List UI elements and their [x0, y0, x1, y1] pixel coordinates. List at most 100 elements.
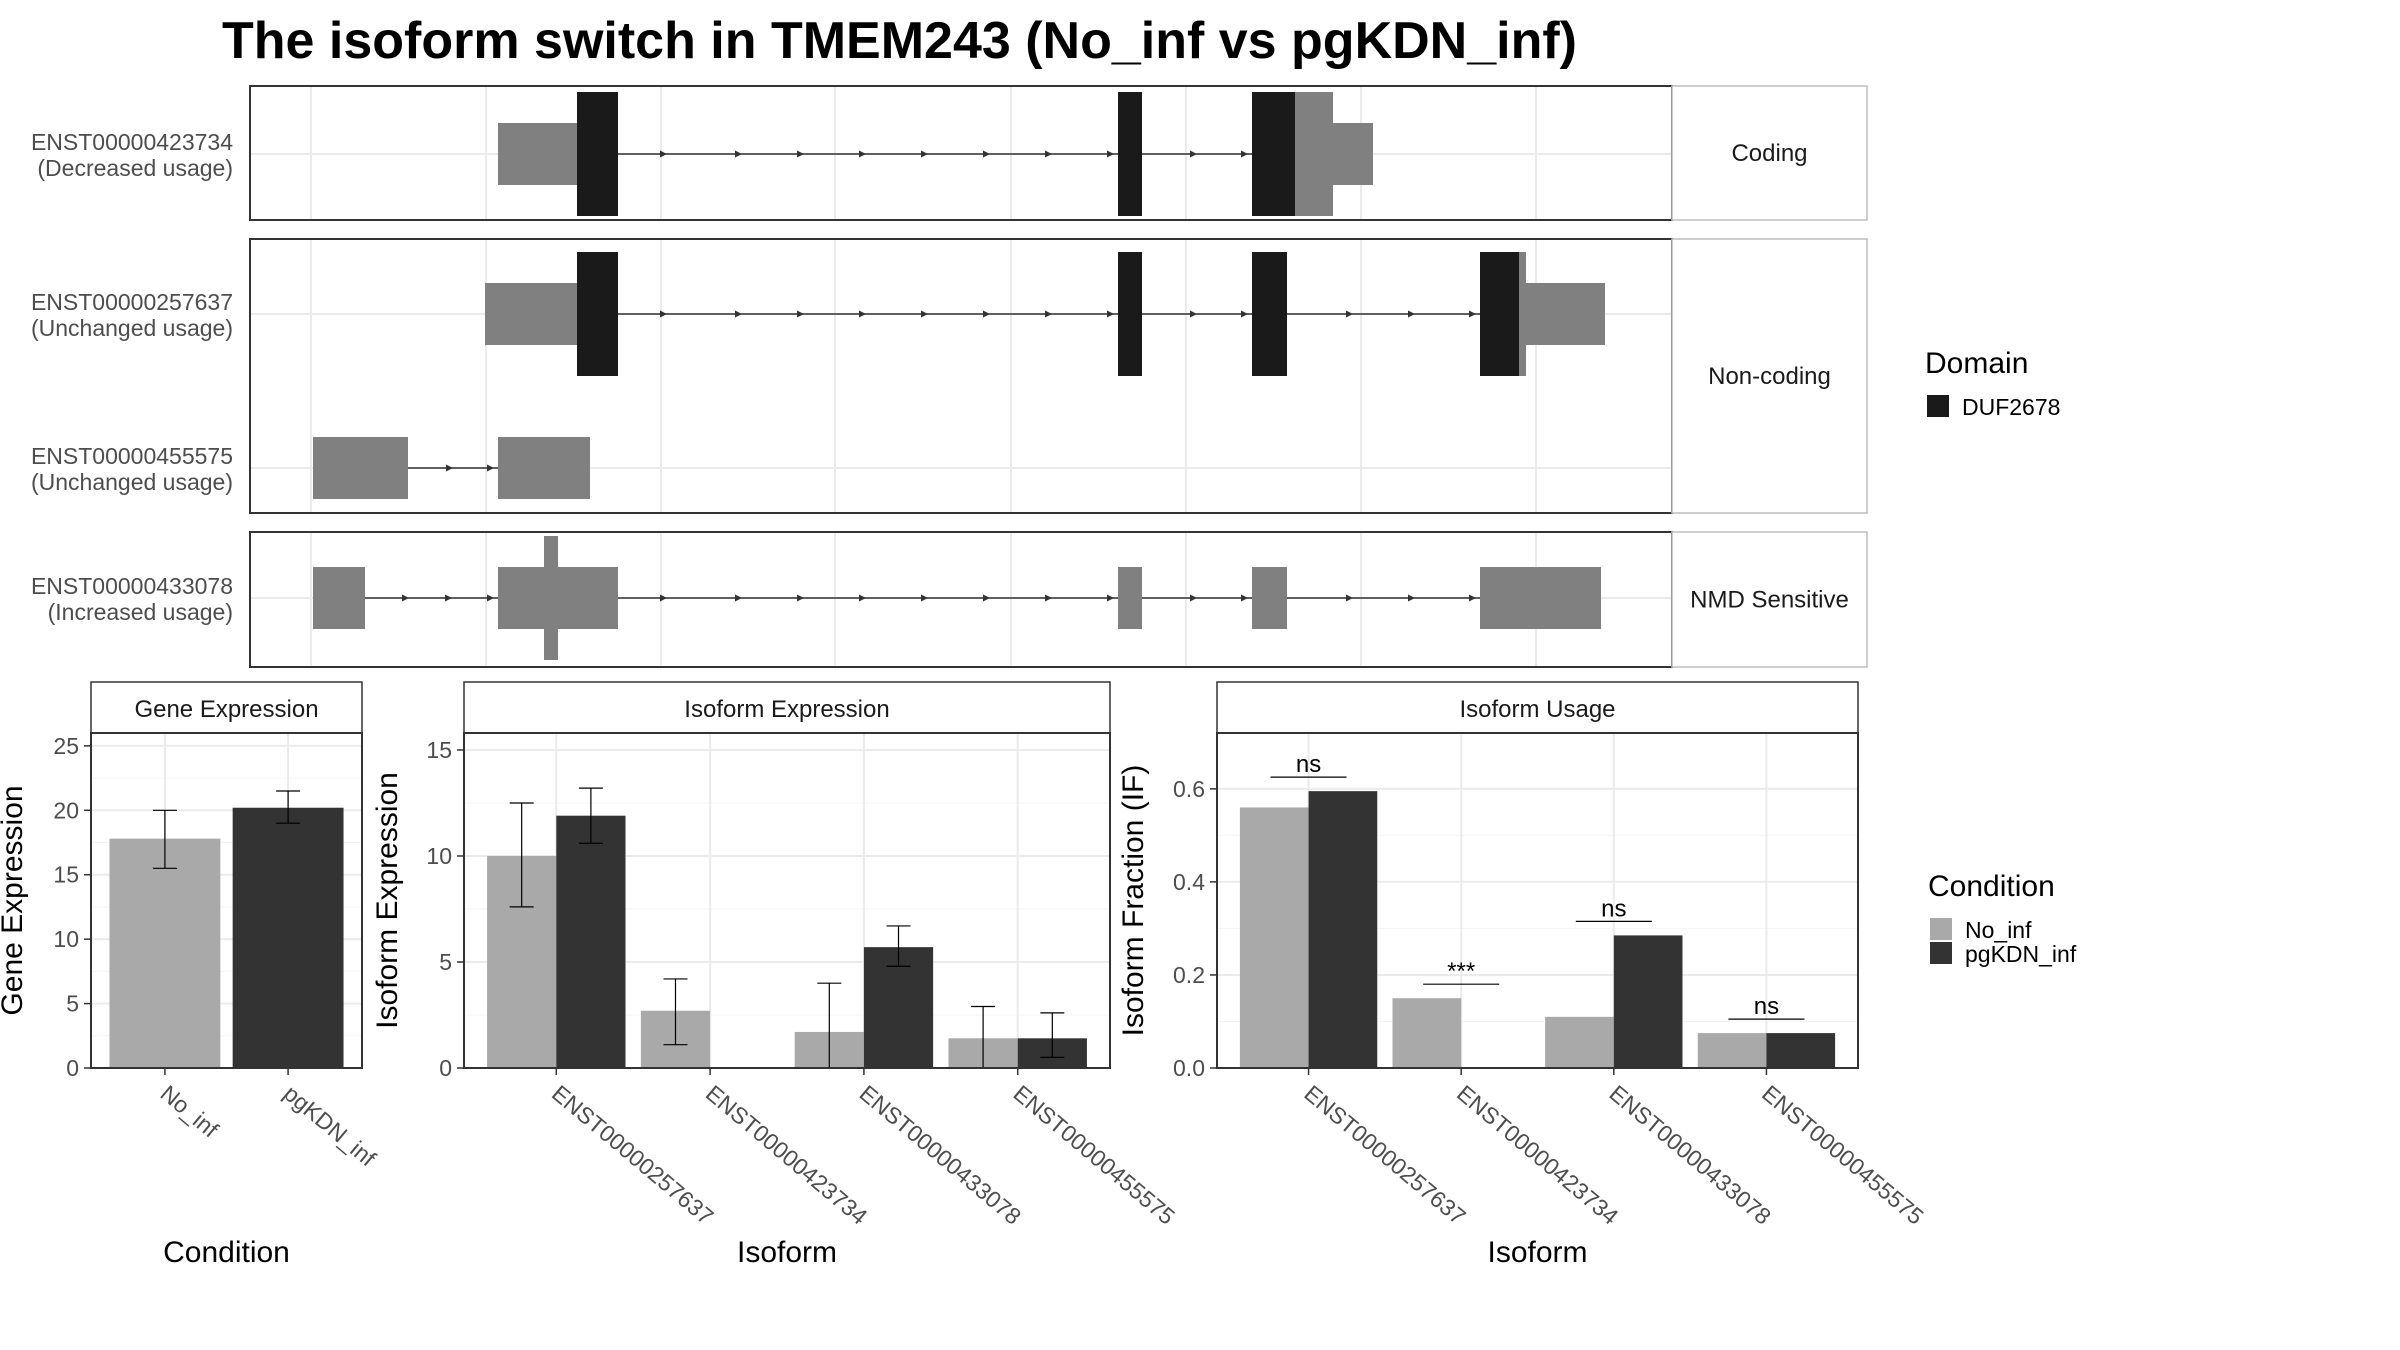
exon: [1295, 92, 1333, 216]
y-tick-label: 0.0: [1173, 1055, 1205, 1081]
exon: [1333, 123, 1373, 185]
facet-strip-label: NMD Sensitive: [1690, 587, 1849, 614]
intron-arrow: [1408, 310, 1415, 318]
exon: [1480, 567, 1601, 629]
y-tick-label: 5: [66, 991, 79, 1017]
expression-charts: Gene Expression 0 5 10 15 20 25 No_inf pgKDN_inf…: [0, 681, 1929, 1269]
exon: [498, 437, 590, 499]
bar-no-inf: [1697, 1033, 1767, 1068]
domain-exon: [577, 92, 618, 216]
intron-arrow: [921, 594, 928, 602]
exon: [313, 437, 408, 499]
intron-arrow: [445, 594, 452, 602]
intron-arrow: [983, 594, 990, 602]
exon: [1519, 252, 1526, 376]
y-tick-label: 20: [53, 797, 79, 823]
y-tick-label: 10: [53, 926, 79, 952]
facet-strip-label: Non-coding: [1708, 363, 1831, 390]
legend-label-no-inf: No_inf: [1965, 917, 2032, 943]
intron-arrow: [1408, 594, 1415, 602]
domain-legend-key: [1927, 395, 1949, 417]
chart-panel-border: [463, 732, 1111, 1069]
facet-strip: [1671, 85, 1868, 221]
intron-arrow: [735, 594, 742, 602]
y-tick-label: 0.6: [1173, 776, 1205, 802]
significance-label: ns: [1601, 895, 1626, 922]
y-axis-title: Gene Expression: [0, 785, 29, 1015]
condition-legend-title: Condition: [1928, 870, 2055, 903]
bar-pgkdn-inf: [1308, 791, 1378, 1068]
transcript-id-label: ENST00000433078: [31, 573, 233, 599]
x-tick-label: ENST00000423734: [701, 1080, 873, 1230]
isoform-structure-plot: ENST00000423734(Decreased usage) Coding EN…: [31, 85, 1868, 668]
domain-exon: [1252, 92, 1295, 216]
x-tick-label: pgKDN_inf: [279, 1080, 381, 1172]
intron-arrow: [1190, 310, 1197, 318]
intron-arrow: [859, 310, 866, 318]
chart-strip-label: Gene Expression: [134, 696, 318, 723]
intron-arrow: [487, 594, 494, 602]
exon: [1526, 283, 1605, 345]
intron-arrow: [1107, 150, 1114, 158]
bar-pgkdn-inf: [1613, 935, 1683, 1068]
intron-arrow: [859, 594, 866, 602]
y-tick-label: 15: [53, 862, 79, 888]
intron-arrow: [487, 464, 494, 472]
transcript-usage-label: (Unchanged usage): [31, 469, 233, 495]
transcript-usage-label: (Decreased usage): [37, 155, 233, 181]
domain-exon: [1118, 92, 1142, 216]
intron-arrow: [446, 464, 453, 472]
intron-arrow: [983, 150, 990, 158]
intron-arrow: [1045, 594, 1052, 602]
intron-arrow: [921, 150, 928, 158]
domain-legend-label: DUF2678: [1962, 394, 2060, 420]
intron-arrow: [402, 594, 409, 602]
condition-legend: Condition No_inf pgKDN_inf: [1928, 870, 2077, 967]
intron-arrow: [1469, 310, 1476, 318]
y-axis-title: Isoform Fraction (IF): [1117, 765, 1150, 1037]
facet-strip: [1671, 531, 1868, 668]
intron-arrow: [1241, 310, 1248, 318]
intron-arrow: [660, 150, 667, 158]
figure-title: The isoform switch in TMEM243 (No_inf vs…: [222, 12, 1577, 70]
intron-arrow: [660, 594, 667, 602]
chart-2: Isoform Usage ns *** ns ns 0.0 0.2 0.4 0.6 ENST00…: [1117, 681, 1929, 1269]
facet-strip-label: Coding: [1731, 140, 1807, 167]
intron-arrow: [1469, 594, 1476, 602]
x-axis-title: Isoform: [737, 1236, 837, 1269]
transcript-usage-label: (Increased usage): [48, 599, 233, 625]
legend-key-no-inf: [1930, 918, 1952, 940]
intron-arrow: [1045, 150, 1052, 158]
x-tick-label: No_inf: [156, 1080, 224, 1143]
significance-label: ns: [1754, 993, 1779, 1020]
x-tick-label: ENST00000257637: [1299, 1080, 1471, 1230]
y-tick-label: 0.2: [1173, 962, 1205, 988]
exon: [1252, 567, 1287, 629]
chart-strip: [1216, 681, 1859, 734]
exon: [485, 283, 577, 345]
intron-arrow: [1190, 150, 1197, 158]
intron-arrow: [1107, 594, 1114, 602]
chart-panel-border: [1216, 732, 1859, 1069]
domain-exon: [577, 252, 618, 376]
chart-1: Isoform Expression051015ENST00000257637E…: [371, 681, 1180, 1269]
transcript-id-label: ENST00000257637: [31, 289, 233, 315]
chart-strip-label: Isoform Expression: [684, 696, 889, 723]
intron-arrow: [797, 594, 804, 602]
y-tick-label: 0: [439, 1055, 452, 1081]
y-axis-title: Isoform Expression: [371, 772, 404, 1029]
chart-0: Gene Expression 0 5 10 15 20 25 No_inf pgKDN_inf…: [0, 681, 381, 1269]
intron-arrow: [921, 310, 928, 318]
bar-pgkdn-inf: [863, 947, 934, 1068]
structure-panel-bg: [250, 239, 1672, 513]
bar-no-inf: [1545, 1016, 1614, 1068]
y-tick-label: 25: [53, 733, 79, 759]
intron-arrow: [1346, 310, 1353, 318]
intron-arrow: [797, 310, 804, 318]
domain-legend-title: Domain: [1925, 347, 2028, 380]
intron-arrow: [1346, 594, 1353, 602]
bar-no-inf: [1239, 807, 1309, 1068]
x-axis-title: Condition: [163, 1236, 290, 1269]
domain-legend: Domain DUF2678: [1925, 347, 2060, 420]
